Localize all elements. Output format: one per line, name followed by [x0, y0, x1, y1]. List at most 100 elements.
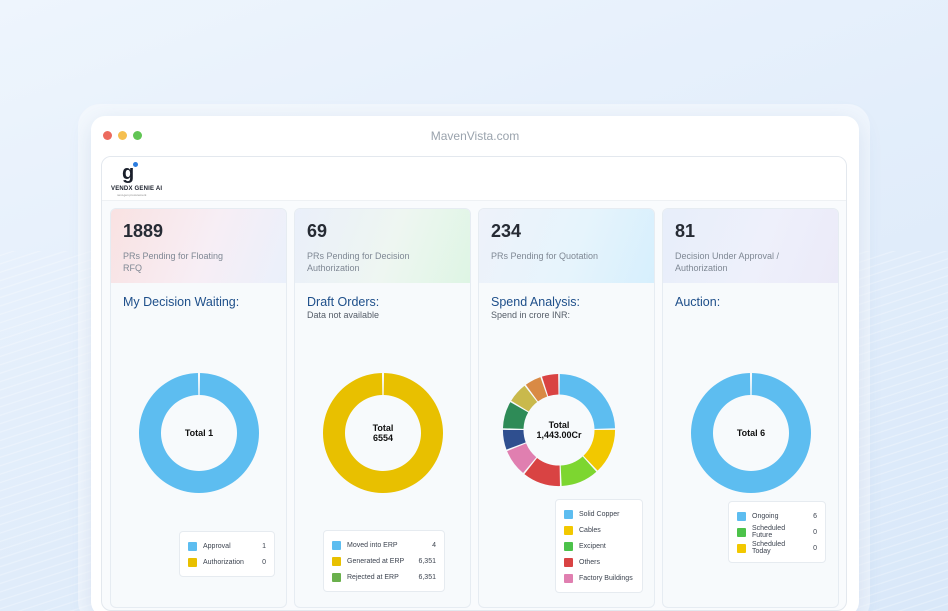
legend-item[interactable]: Moved into ERP 4 — [332, 537, 436, 553]
legend-item[interactable]: Scheduled Today 0 — [737, 540, 817, 556]
legend-swatch — [737, 527, 746, 537]
stat-label: Decision Under Approval / Authorization — [675, 251, 780, 273]
donut-total-label: Total — [548, 420, 570, 430]
legend-value: 6,351 — [418, 573, 436, 581]
legend-value: 0 — [813, 528, 817, 536]
stat-tile[interactable]: 234 PRs Pending for Quotation — [479, 209, 654, 283]
legend-item[interactable]: Rejected at ERP 6,351 — [332, 569, 436, 585]
close-dot[interactable] — [103, 131, 112, 140]
maximize-dot[interactable] — [133, 131, 142, 140]
legend-swatch — [564, 557, 573, 567]
legend-item[interactable]: Others — [564, 554, 634, 570]
card-title: Auction: — [675, 295, 721, 309]
window-controls — [103, 131, 142, 140]
donut-slice-cables[interactable] — [583, 429, 616, 471]
card-decision-waiting: 1889 PRs Pending for Floating RFQ My Dec… — [110, 208, 287, 608]
legend-item[interactable]: Cables — [564, 522, 634, 538]
donut-chart: Total 6 — [690, 372, 812, 494]
donut-chart: Total 1,443.00Cr — [502, 373, 616, 487]
card-auction: 81 Decision Under Approval / Authorizati… — [662, 208, 839, 608]
stat-label: PRs Pending for Quotation — [491, 251, 599, 261]
donut-slice-ongoing[interactable] — [691, 373, 811, 493]
donut-total-value: 6554 — [372, 433, 394, 443]
legend-label: Factory Buildings — [579, 574, 633, 582]
donut-center-label: Total 6 — [690, 372, 812, 494]
minimize-dot[interactable] — [118, 131, 127, 140]
chart-legend: Ongoing 6 Scheduled Future 0 Scheduled T… — [728, 501, 826, 563]
dashboard-app: g VENDX GENIE AI next-gen procurement 18… — [101, 156, 847, 611]
stat-number: 1889 — [123, 221, 164, 241]
legend-swatch — [564, 525, 573, 535]
donut-svg — [691, 373, 811, 493]
stat-tile[interactable]: 1889 PRs Pending for Floating RFQ — [111, 209, 286, 283]
url-label: MavenVista.com — [430, 129, 520, 143]
legend-value: 6 — [813, 512, 817, 520]
card-title: Spend Analysis: — [491, 295, 580, 309]
donut-slice-segment[interactable] — [541, 373, 559, 397]
legend-item[interactable]: Ongoing 6 — [737, 508, 817, 524]
donut-svg — [502, 373, 616, 487]
chart-legend: Solid Copper Cables Excipent Others — [555, 499, 643, 593]
legend-value: 1 — [262, 542, 266, 550]
logo-name: VENDX GENIE AI — [111, 186, 163, 192]
logo-dot-icon — [133, 162, 138, 167]
legend-swatch — [737, 543, 746, 553]
legend-swatch — [188, 541, 197, 551]
legend-label: Generated at ERP — [347, 557, 405, 565]
browser-window: MavenVista.com g VENDX GENIE AI next-gen… — [91, 116, 859, 611]
card-draft-orders: 69 PRs Pending for Decision Authorizatio… — [294, 208, 471, 608]
stat-tile[interactable]: 81 Decision Under Approval / Authorizati… — [663, 209, 838, 283]
legend-swatch — [332, 540, 341, 550]
donut-total: Total 1 — [184, 428, 214, 438]
stat-number: 81 — [675, 221, 696, 241]
donut-svg — [323, 373, 443, 493]
card-subtitle: Data not available — [307, 310, 380, 320]
donut-slice-segment[interactable] — [525, 377, 548, 402]
card-subtitle: Spend in crore INR: — [491, 310, 571, 320]
chart-legend: Moved into ERP 4 Generated at ERP 6,351 … — [323, 530, 445, 592]
legend-label: Ongoing — [752, 512, 779, 520]
legend-item[interactable]: Generated at ERP 6,351 — [332, 553, 436, 569]
stat-number: 69 — [307, 221, 328, 241]
card-spend-analysis: 234 PRs Pending for Quotation Spend Anal… — [478, 208, 655, 608]
legend-item[interactable]: Excipent — [564, 538, 634, 554]
donut-total-label: Total — [372, 423, 394, 433]
logo-g-icon: g — [122, 162, 135, 184]
donut-slice-excipent[interactable] — [560, 456, 597, 487]
legend-swatch — [564, 509, 573, 519]
stat-label: PRs Pending for Floating RFQ — [123, 251, 224, 273]
donut-center-label: Total 6554 — [322, 372, 444, 494]
donut-total: Total 6 — [736, 428, 766, 438]
donut-slice-approval[interactable] — [139, 373, 259, 493]
legend-value: 0 — [813, 544, 817, 552]
logo-tagline: next-gen procurement — [117, 193, 147, 197]
legend-swatch — [188, 557, 197, 567]
legend-swatch — [737, 511, 746, 521]
donut-slice-segment[interactable] — [511, 385, 538, 412]
donut-slice-factory-buildings[interactable] — [507, 443, 537, 474]
legend-item[interactable]: Approval 1 — [188, 538, 266, 554]
legend-swatch — [332, 556, 341, 566]
legend-value: 6,351 — [418, 557, 436, 565]
donut-slice-segment[interactable] — [502, 402, 529, 429]
legend-item[interactable]: Solid Copper — [564, 506, 634, 522]
chart-legend: Approval 1 Authorization 0 — [179, 531, 275, 577]
donut-slice-segment[interactable] — [502, 429, 526, 450]
legend-label: Scheduled Today — [752, 541, 786, 555]
donut-chart: Total 1 — [138, 372, 260, 494]
legend-label: Scheduled Future — [752, 525, 786, 539]
legend-label: Authorization — [203, 558, 244, 566]
legend-item[interactable]: Authorization 0 — [188, 554, 266, 570]
donut-slice-others[interactable] — [524, 457, 560, 487]
donut-slice-solid-copper[interactable] — [559, 373, 616, 429]
legend-item[interactable]: Scheduled Future 0 — [737, 524, 817, 540]
legend-label: Others — [579, 558, 601, 566]
legend-item[interactable]: Factory Buildings — [564, 570, 634, 586]
header-bar: g VENDX GENIE AI next-gen procurement — [102, 157, 846, 201]
donut-slice-generated-at-erp[interactable] — [323, 373, 443, 493]
legend-swatch — [564, 541, 573, 551]
stat-tile[interactable]: 69 PRs Pending for Decision Authorizatio… — [295, 209, 470, 283]
legend-label: Excipent — [579, 542, 606, 550]
donut-chart: Total 6554 — [322, 372, 444, 494]
legend-value: 4 — [432, 541, 436, 549]
